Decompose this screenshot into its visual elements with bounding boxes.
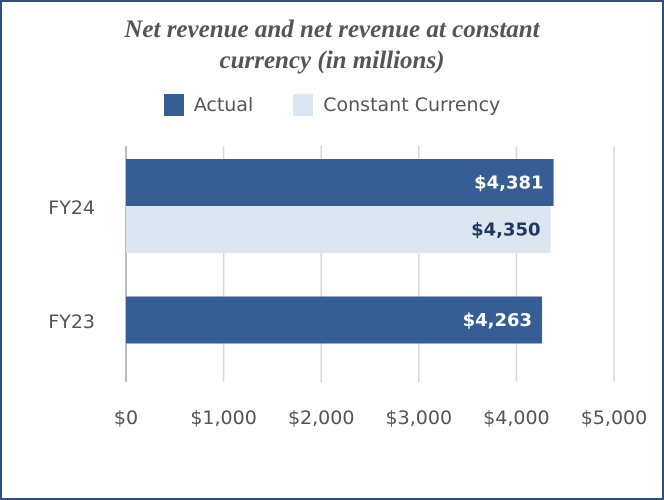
x-tick-label-4000: $4,000 <box>483 407 549 429</box>
data-label-fy24-constant-currency: $4,350 <box>471 220 540 241</box>
bar-fy24-actual <box>126 159 554 206</box>
chart-title: Net revenue and net revenue at constant … <box>0 14 664 76</box>
legend-item-actual: Actual <box>163 94 254 116</box>
x-tick-label-0: $0 <box>114 407 138 429</box>
legend-item-constant-currency: Constant Currency <box>293 94 500 116</box>
data-label-fy23-actual: $4,263 <box>463 310 532 331</box>
chart-legend: Actual Constant Currency <box>0 92 664 118</box>
x-tick-label-2000: $2,000 <box>288 407 354 429</box>
x-tick-label-3000: $3,000 <box>386 407 452 429</box>
legend-label-constant-currency: Constant Currency <box>323 94 501 116</box>
legend-swatch-constant-currency <box>293 94 314 116</box>
bar-fy24-constant-currency <box>126 206 551 253</box>
bar-fy23-actual <box>126 296 543 344</box>
category-label-fy23: FY23 <box>48 311 95 333</box>
data-label-fy24-actual: $4,381 <box>474 173 543 194</box>
legend-swatch-actual <box>163 94 184 116</box>
x-tick-label-1000: $1,000 <box>190 407 256 429</box>
chart-title-line-2: currency (in millions) <box>219 47 445 74</box>
category-label-fy24: FY24 <box>48 197 95 219</box>
legend-label-actual: Actual <box>193 94 254 116</box>
chart-title-line-1: Net revenue and net revenue at constant <box>124 16 540 43</box>
x-tick-label-5000: $5,000 <box>581 407 647 429</box>
